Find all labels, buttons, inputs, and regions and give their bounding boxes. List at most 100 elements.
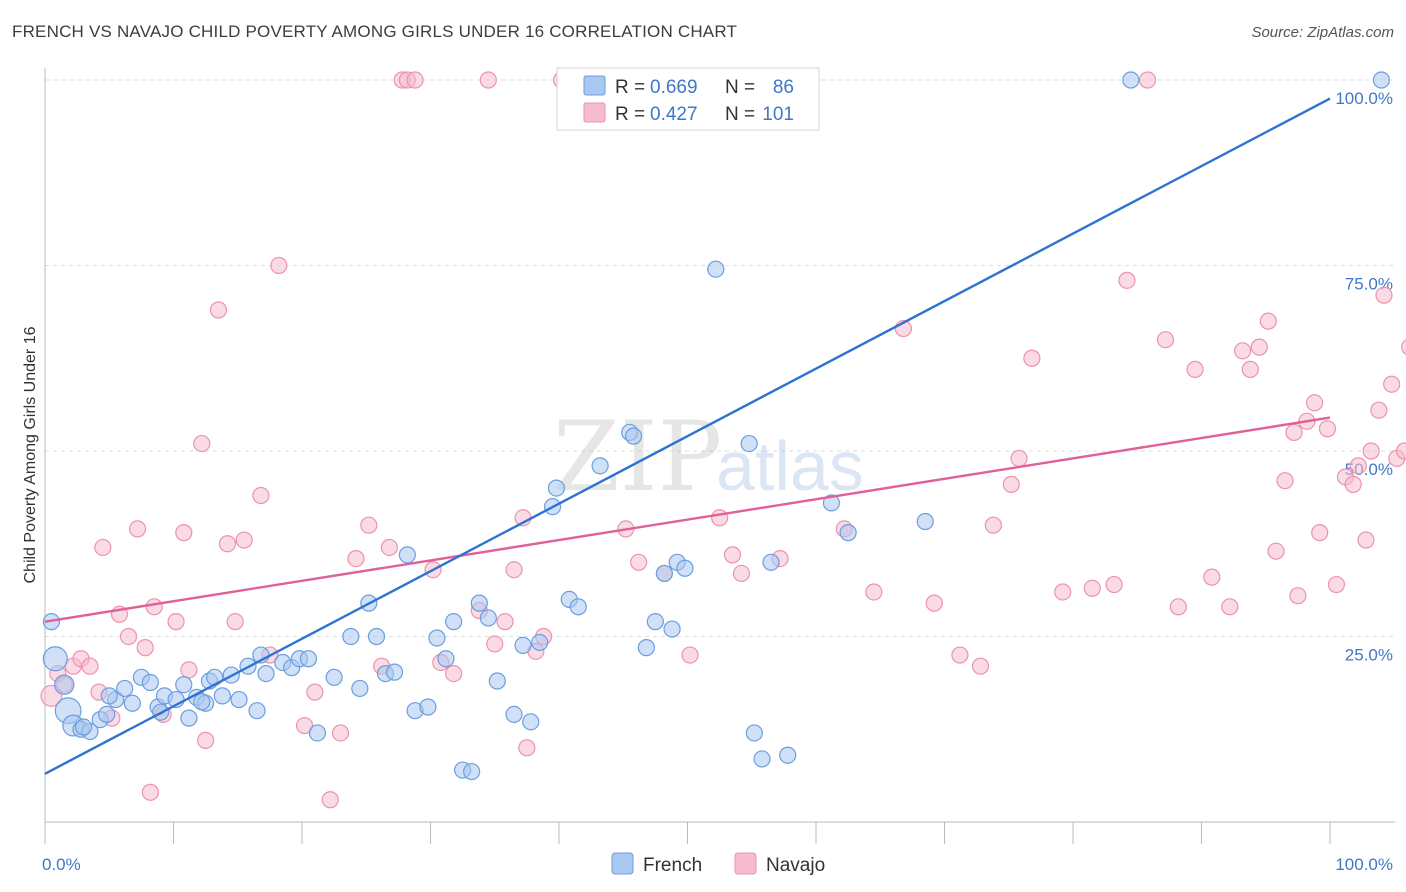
- french-point: [213, 687, 231, 705]
- navajo-point: [321, 791, 339, 809]
- french-point: [1372, 71, 1391, 89]
- navajo-point: [1327, 575, 1346, 594]
- navajo-point: [295, 716, 314, 735]
- legend-r-label-french: R =: [615, 77, 645, 98]
- navajo-point: [1362, 442, 1380, 460]
- french-point: [445, 613, 463, 631]
- navajo-point: [197, 731, 215, 749]
- navajo-point: [119, 627, 138, 646]
- french-point: [398, 546, 416, 564]
- french-point: [591, 457, 609, 475]
- navajo-point: [711, 509, 729, 527]
- navajo-point: [486, 635, 504, 653]
- legend-swatch-navajo: [583, 102, 606, 123]
- french-point: [753, 750, 771, 768]
- navajo-point: [1401, 339, 1406, 355]
- bottom-legend: French Navajo: [611, 852, 825, 876]
- navajo-point: [925, 594, 943, 612]
- chart-title: FRENCH VS NAVAJO CHILD POVERTY AMONG GIR…: [12, 22, 738, 41]
- navajo-point: [1370, 401, 1388, 419]
- legend-r-value-navajo: 0.427: [650, 104, 698, 125]
- navajo-point: [1241, 360, 1259, 378]
- navajo-point: [270, 256, 288, 275]
- navajo-point: [1395, 442, 1406, 460]
- french-point: [531, 633, 549, 652]
- french-point: [762, 553, 780, 571]
- french-point: [569, 598, 587, 616]
- navajo-point: [1250, 338, 1268, 356]
- navajo-point: [218, 535, 237, 553]
- french-points: [42, 71, 1391, 781]
- french-point: [308, 724, 327, 742]
- french-point: [116, 679, 134, 698]
- watermark: ZIP atlas: [553, 401, 864, 513]
- navajo-point: [630, 553, 648, 571]
- navajo-point: [1344, 475, 1362, 493]
- navajo-point: [479, 71, 497, 89]
- navajo-point: [1002, 475, 1020, 493]
- french-point: [175, 676, 193, 694]
- navajo-point: [1203, 568, 1221, 586]
- french-point: [42, 646, 68, 672]
- french-point: [299, 650, 318, 668]
- navajo-point: [1318, 420, 1337, 438]
- navajo-point: [732, 564, 751, 583]
- french-point: [547, 479, 566, 497]
- x-tick-label: 100.0%: [1335, 855, 1393, 874]
- navajo-point: [1138, 71, 1157, 89]
- navajo-point: [193, 434, 211, 453]
- french-point: [230, 690, 248, 709]
- navajo-point: [141, 783, 159, 801]
- navajo-point: [380, 538, 398, 557]
- navajo-point: [175, 524, 193, 542]
- navajo-point: [252, 486, 270, 505]
- french-point: [428, 629, 446, 647]
- navajo-trend-line: [44, 416, 1331, 623]
- navajo-point: [1349, 457, 1367, 475]
- french-point: [655, 564, 673, 583]
- navajo-point: [209, 301, 228, 319]
- navajo-point: [136, 639, 154, 657]
- navajo-point: [971, 657, 990, 675]
- navajo-point: [145, 598, 163, 616]
- french-point: [248, 702, 266, 720]
- french-point: [646, 613, 664, 631]
- source-label: Source: ZipAtlas.com: [1251, 24, 1394, 41]
- french-point: [839, 524, 857, 542]
- navajo-point: [1285, 423, 1303, 442]
- french-point: [740, 434, 758, 453]
- bottom-legend-swatch-navajo: [734, 852, 757, 875]
- legend-n-label-navajo: N =: [725, 104, 755, 125]
- french-point: [123, 694, 141, 712]
- legend-swatch-french: [583, 75, 606, 96]
- navajo-point: [1169, 598, 1187, 616]
- french-point: [505, 705, 523, 724]
- navajo-point: [723, 546, 742, 564]
- french-point: [193, 693, 211, 711]
- french-point: [637, 639, 655, 657]
- french-point: [437, 650, 455, 668]
- navajo-point: [1267, 542, 1285, 560]
- navajo-point: [1221, 598, 1239, 616]
- bottom-legend-label-french: French: [643, 855, 702, 876]
- legend-r-label-navajo: R =: [615, 104, 645, 125]
- french-point: [663, 620, 681, 638]
- french-point: [351, 679, 369, 698]
- navajo-point: [1357, 531, 1375, 549]
- navajo-point: [1289, 587, 1307, 605]
- french-point: [463, 762, 481, 781]
- legend-r-value-french: 0.669: [650, 77, 698, 98]
- french-point: [707, 260, 725, 278]
- french-point: [470, 594, 488, 612]
- navajo-point: [360, 516, 378, 534]
- navajo-point: [406, 71, 424, 89]
- french-point: [488, 672, 506, 690]
- navajo-point: [1156, 331, 1175, 349]
- navajo-point: [1105, 575, 1123, 594]
- french-point: [54, 674, 75, 695]
- french-point: [916, 512, 934, 531]
- navajo-point: [94, 538, 112, 557]
- navajo-point: [1083, 579, 1101, 597]
- navajo-point: [226, 613, 244, 631]
